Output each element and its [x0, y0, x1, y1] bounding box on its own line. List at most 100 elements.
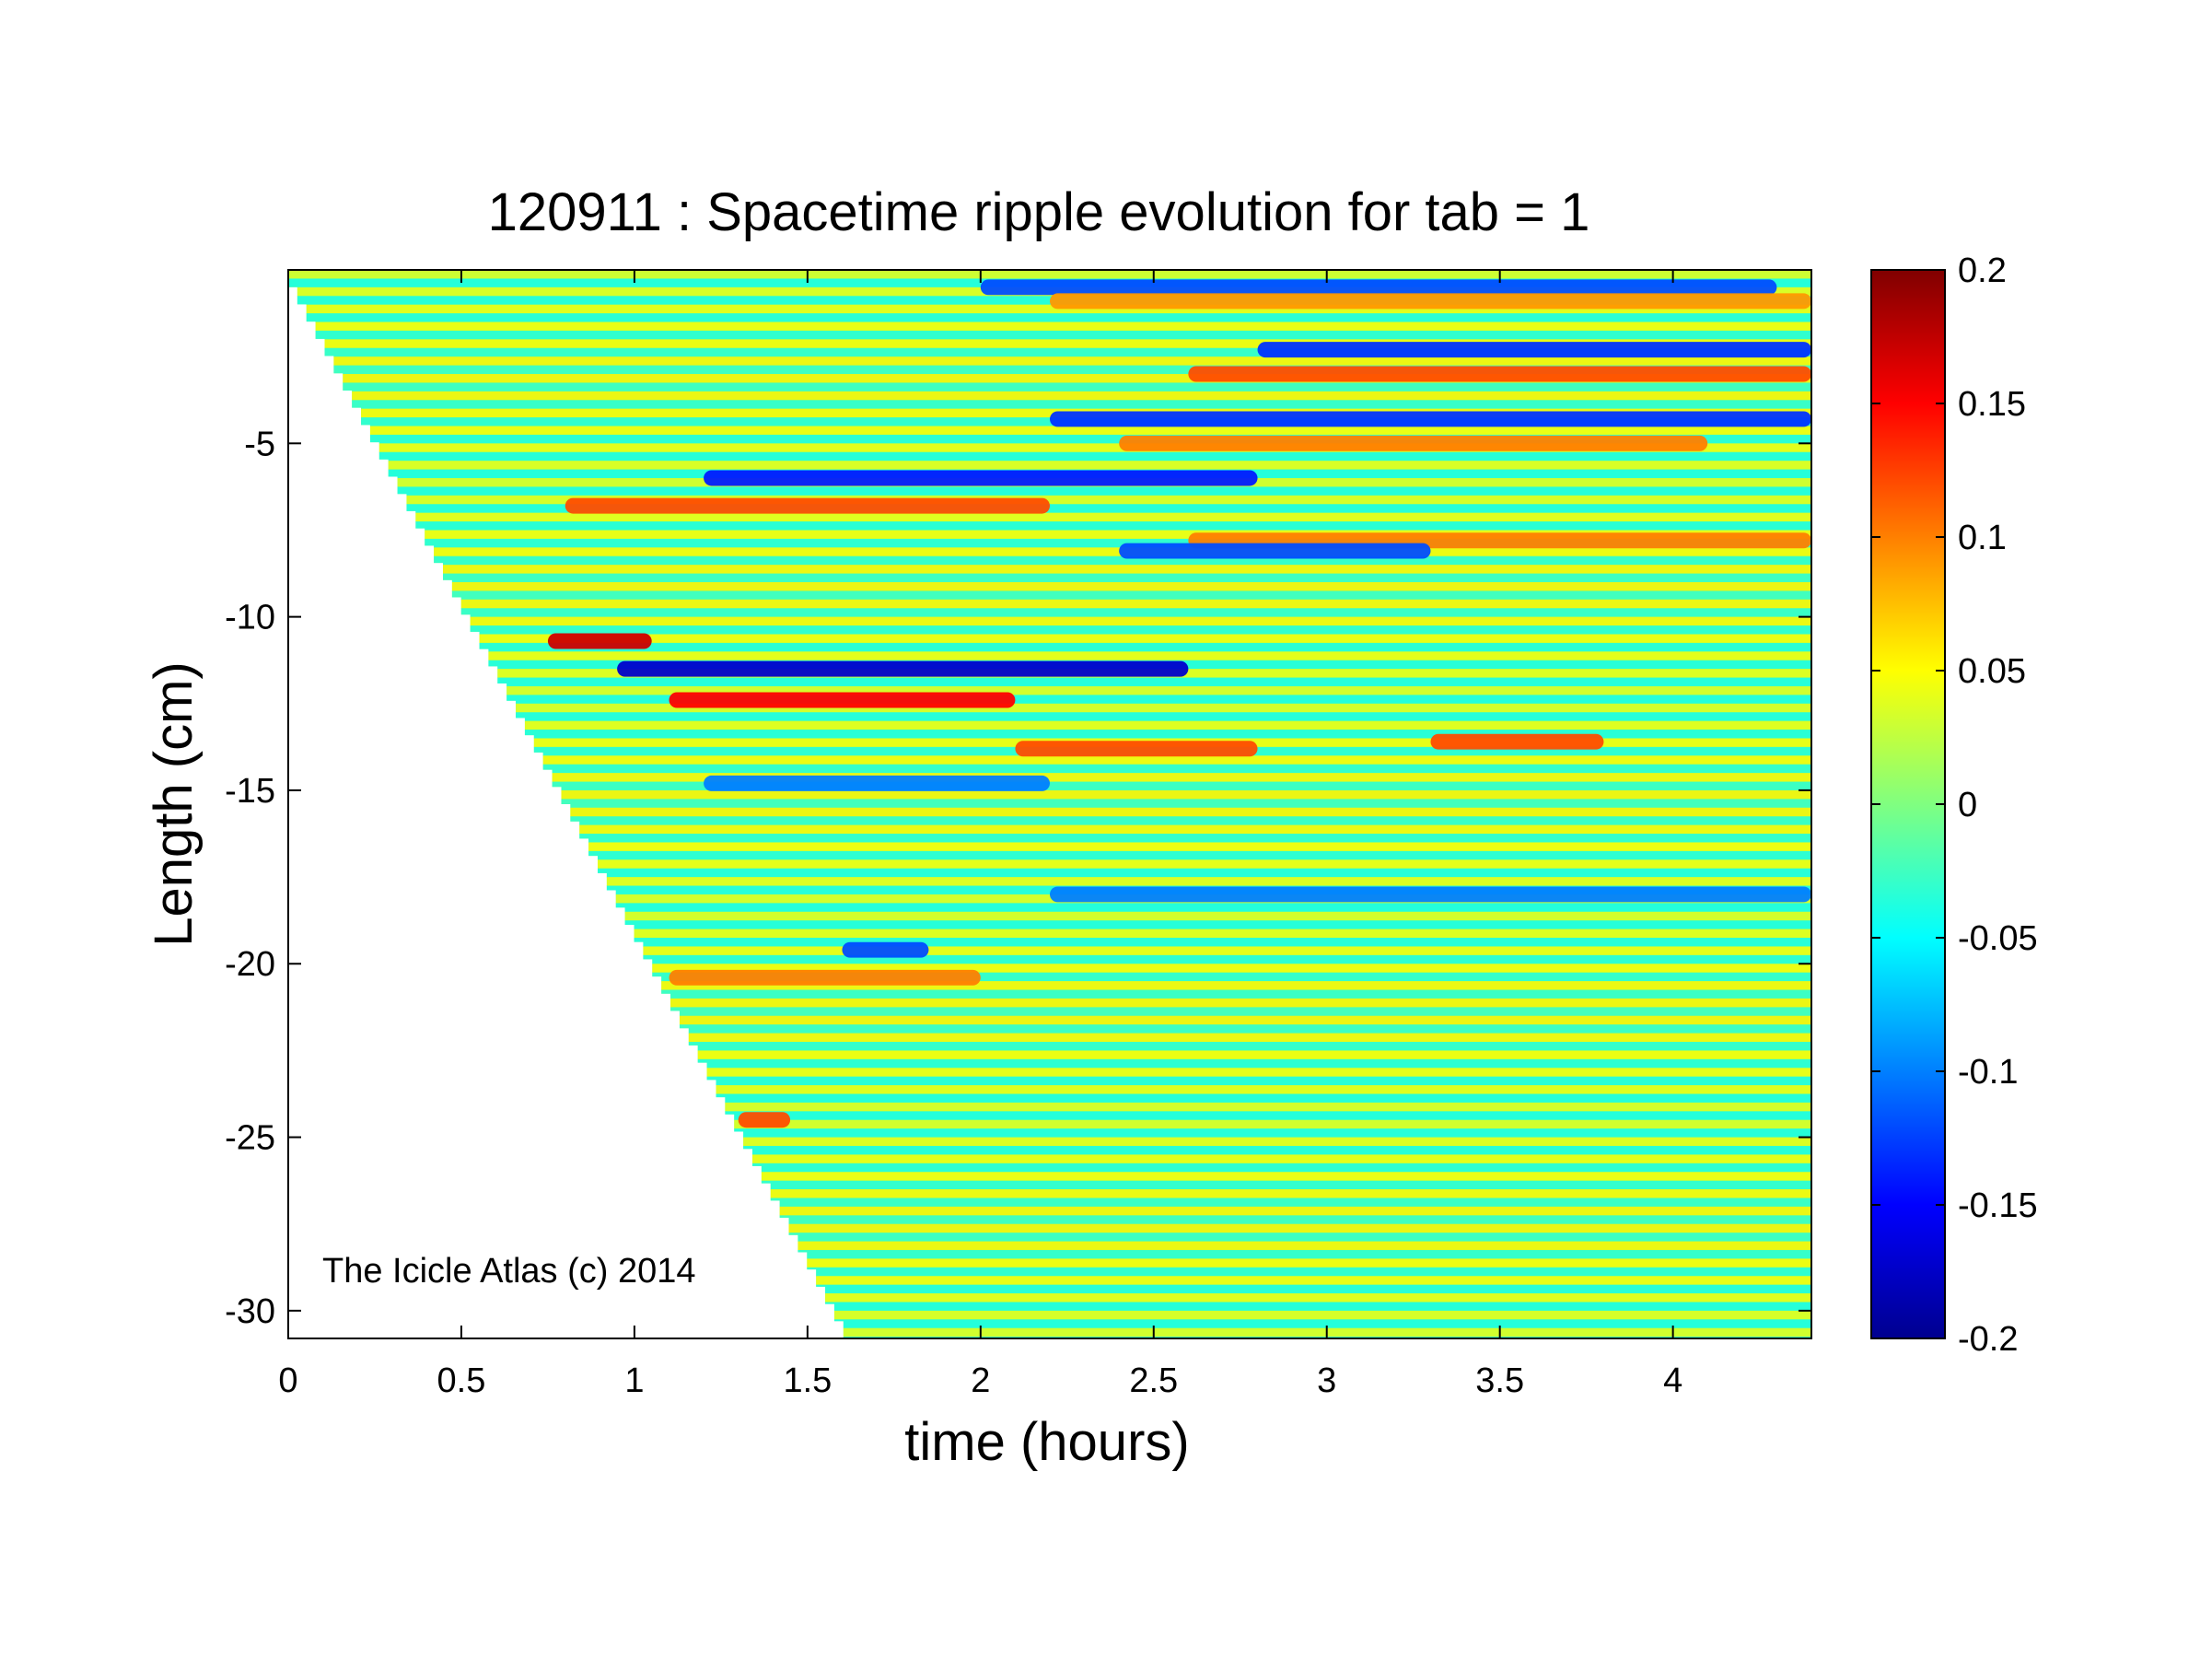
heatmap-band — [288, 504, 1811, 514]
heatmap-band — [288, 347, 1811, 357]
heatmap-band — [288, 408, 1811, 418]
heatmap-band — [288, 365, 1811, 375]
heatmap-feature — [1430, 733, 1604, 750]
heatmap-band — [288, 1145, 1811, 1155]
heatmap-band — [288, 1249, 1811, 1259]
heatmap-band — [288, 911, 1811, 921]
heatmap-band — [288, 1223, 1811, 1233]
heatmap-band — [288, 764, 1811, 774]
heatmap-band — [288, 270, 1811, 279]
x-tick-label: 0.5 — [437, 1361, 486, 1400]
heatmap-band — [288, 695, 1811, 705]
heatmap-band — [288, 555, 1811, 566]
heatmap-band — [288, 426, 1811, 436]
colorbar: 0.2 0.15 0.1 0.05 0 -0.05 -0.1 -0.15 -0.2 — [1870, 251, 2038, 1359]
heatmap-band — [288, 304, 1811, 314]
y-tick-label: -15 — [225, 772, 275, 811]
heatmap-band — [288, 339, 1811, 349]
heatmap-band — [288, 1068, 1811, 1078]
x-axis: 0 0.5 1 1.5 2 2.5 3 3.5 4 — [278, 270, 1682, 1400]
heatmap-area — [288, 270, 1811, 1338]
heatmap-band — [288, 599, 1811, 609]
heatmap-band — [288, 651, 1811, 661]
heatmap-band — [288, 929, 1811, 939]
heatmap-band — [288, 391, 1811, 401]
heatmap-band — [288, 1154, 1811, 1164]
heatmap-band — [288, 677, 1811, 687]
heatmap-band — [288, 634, 1811, 644]
heatmap-band — [288, 495, 1811, 505]
heatmap-band — [288, 989, 1811, 999]
heatmap-band — [288, 608, 1811, 618]
heatmap-band — [288, 443, 1811, 453]
heatmap-band — [288, 920, 1811, 930]
y-tick-label: -30 — [225, 1292, 275, 1331]
heatmap-band — [288, 1024, 1811, 1034]
heatmap-band — [288, 1093, 1811, 1104]
colorbar-tick-label: -0.1 — [1958, 1053, 2018, 1092]
heatmap-feature — [1015, 741, 1258, 757]
chart-title: 120911 : Spacetime ripple evolution for … — [488, 182, 1590, 242]
heatmap-band — [288, 981, 1811, 990]
x-tick-label: 2 — [971, 1361, 990, 1400]
heatmap-band — [288, 1258, 1811, 1268]
y-tick-label: -25 — [225, 1119, 275, 1158]
colorbar-ticks: 0.2 0.15 0.1 0.05 0 -0.05 -0.1 -0.15 -0.2 — [1871, 251, 2038, 1359]
heatmap-feature — [669, 692, 1016, 708]
heatmap-band — [288, 685, 1811, 695]
heatmap-band — [288, 1033, 1811, 1043]
colorbar-tick-label: 0.05 — [1958, 652, 2026, 691]
heatmap-band — [288, 382, 1811, 392]
heatmap-band — [288, 581, 1811, 591]
heatmap-band — [288, 877, 1811, 887]
heatmap-band — [288, 1172, 1811, 1182]
x-tick-label: 3.5 — [1475, 1361, 1524, 1400]
colorbar-tick-label: 0 — [1958, 786, 1977, 824]
heatmap-band — [288, 1302, 1811, 1312]
heatmap-band — [288, 461, 1811, 471]
y-tick-label: -5 — [244, 425, 275, 463]
heatmap-band — [288, 1293, 1811, 1303]
colorbar-tick-label: 0.1 — [1958, 519, 2007, 557]
heatmap-band — [288, 1058, 1811, 1069]
heatmap-band — [288, 972, 1811, 982]
heatmap-band — [288, 1206, 1811, 1216]
heatmap-band — [288, 938, 1811, 947]
heatmap-band — [288, 1267, 1811, 1277]
x-tick-label: 1.5 — [783, 1361, 832, 1400]
x-axis-label: time (hours) — [904, 1412, 1189, 1472]
heatmap-band — [288, 1189, 1811, 1198]
colorbar-tick-label: -0.2 — [1958, 1320, 2018, 1359]
heatmap-band — [288, 400, 1811, 410]
heatmap-band — [288, 903, 1811, 913]
heatmap-band — [288, 834, 1811, 843]
heatmap-band — [288, 451, 1811, 461]
heatmap-feature — [980, 279, 1777, 296]
heatmap-feature — [565, 497, 1050, 514]
heatmap-band — [288, 868, 1811, 878]
heatmap-band — [288, 1276, 1811, 1286]
heatmap-band — [288, 521, 1811, 531]
heatmap-band — [288, 417, 1811, 426]
heatmap-band — [288, 842, 1811, 852]
heatmap-band — [288, 720, 1811, 730]
x-tick-label: 0 — [278, 1361, 297, 1400]
heatmap-band — [288, 538, 1811, 548]
heatmap-band — [288, 1241, 1811, 1251]
heatmap-bands — [288, 270, 1811, 1338]
heatmap-band — [288, 703, 1811, 713]
heatmap-band — [288, 356, 1811, 367]
heatmap-band — [288, 799, 1811, 809]
heatmap-band — [288, 1102, 1811, 1112]
heatmap-feature — [842, 941, 929, 958]
heatmap-band — [288, 1085, 1811, 1094]
colorbar-tick-label: 0.15 — [1958, 385, 2026, 424]
heatmap-band — [288, 1215, 1811, 1225]
heatmap-features — [547, 279, 1811, 1128]
heatmap-band — [288, 1015, 1811, 1025]
heatmap-band — [288, 565, 1811, 575]
heatmap-band — [288, 885, 1811, 895]
heatmap-band — [288, 1041, 1811, 1051]
heatmap-band — [288, 296, 1811, 306]
